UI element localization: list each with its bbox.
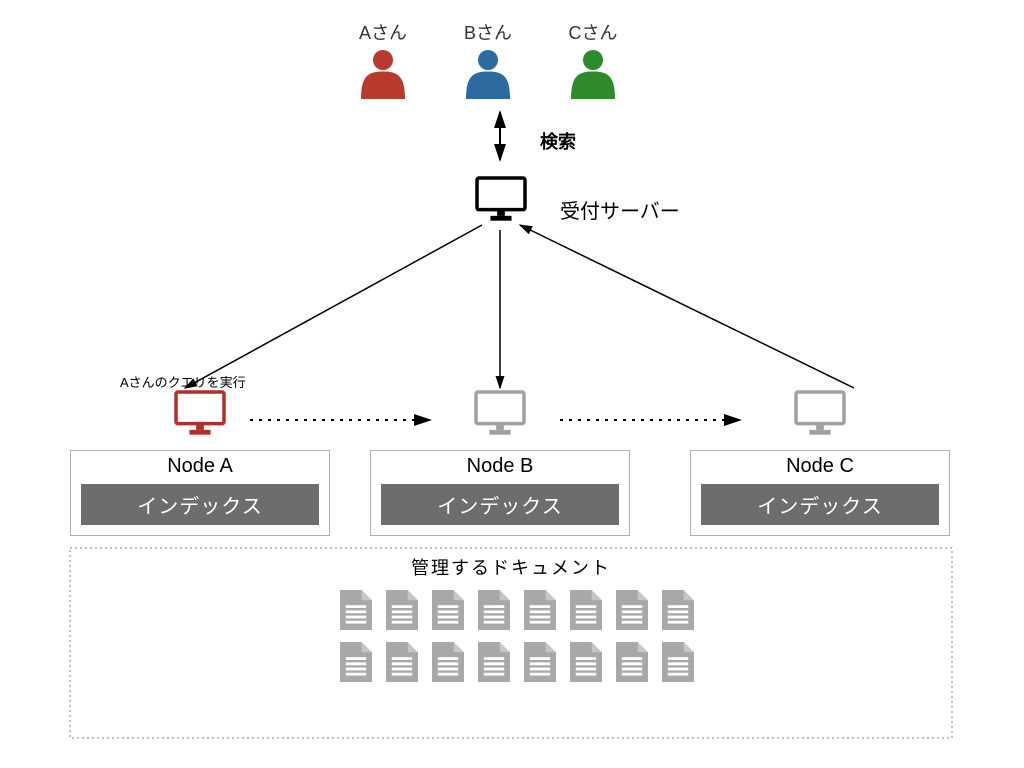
document-icon [478,590,510,630]
document-icon [524,590,556,630]
document-icon [340,590,372,630]
document-icon [432,642,464,682]
search-label: 検索 [540,128,576,154]
document-icon [478,642,510,682]
node-c-title: Node C [701,455,939,478]
user-c-label: Cさん [558,19,628,45]
document-icon [340,642,372,682]
server-label: 受付サーバー [560,195,680,224]
document-icon [570,590,602,630]
document-icon [662,590,694,630]
document-icon [570,642,602,682]
node-b-index: インデックス [381,484,619,525]
user-c-icon [571,50,615,99]
user-a-icon [361,50,405,99]
document-icon [432,590,464,630]
node-a-index: インデックス [81,484,319,525]
node-c-index: インデックス [701,484,939,525]
server-to-node-arrow-2 [520,225,854,388]
user-a-label: Aさん [348,19,418,45]
node-a-box: Node A インデックス [70,450,330,536]
document-icon [662,642,694,682]
node-b-box: Node B インデックス [370,450,630,536]
node-a-title: Node A [81,455,319,478]
node-c-icon [796,392,844,435]
node-c-box: Node C インデックス [690,450,950,536]
document-icon [524,642,556,682]
server-icon [477,178,525,221]
user-b-icon [466,50,510,99]
query-note: Aさんのクエリを実行 [120,372,246,391]
document-icon [386,642,418,682]
node-b-title: Node B [381,455,619,478]
document-icon [616,642,648,682]
doc-panel-title: 管理するドキュメント [70,554,952,580]
user-b-label: Bさん [453,19,523,45]
document-icon [616,590,648,630]
document-icon [386,590,418,630]
server-to-node-arrow-0 [185,225,482,388]
node-a-icon [176,392,224,435]
node-b-icon [476,392,524,435]
